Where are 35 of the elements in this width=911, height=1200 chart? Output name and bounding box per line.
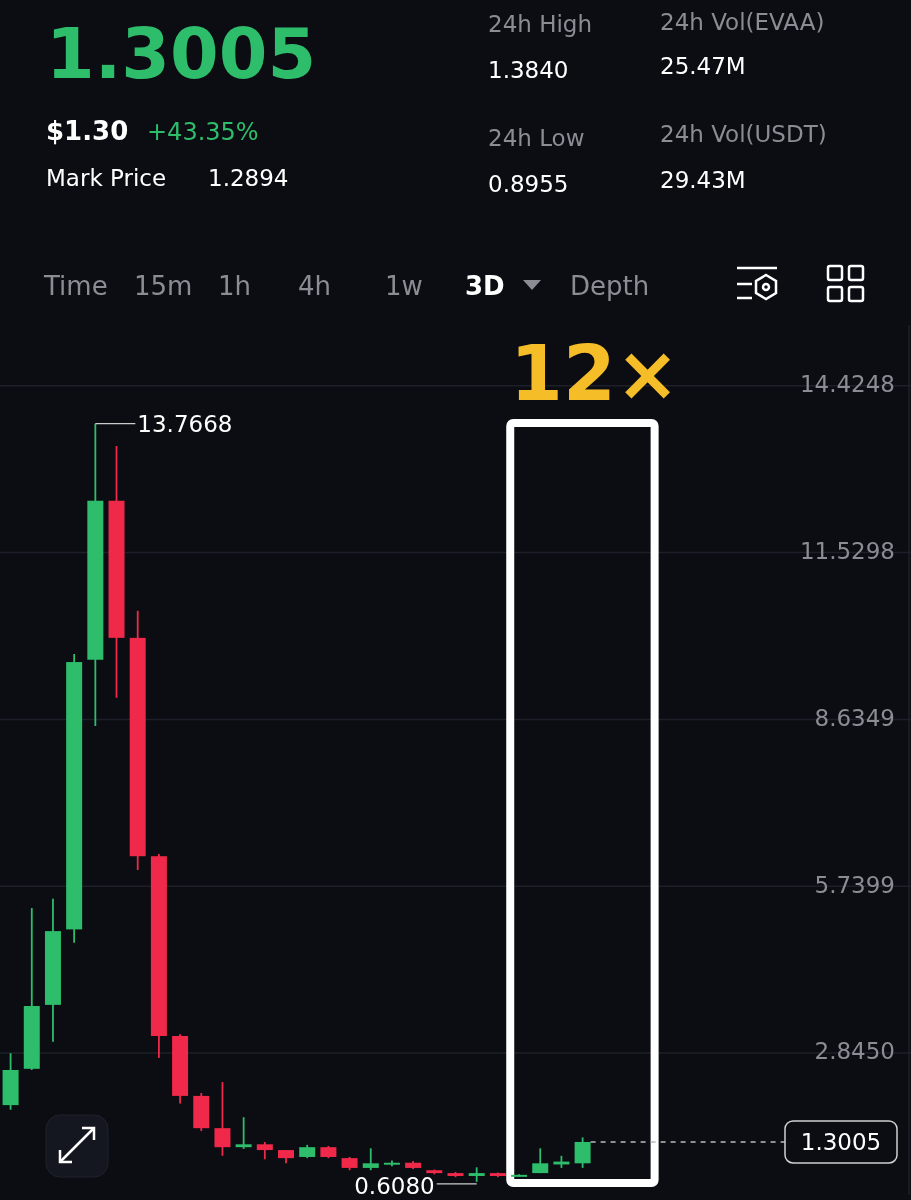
text: 15m [134, 271, 193, 301]
text: $1.30 [46, 116, 129, 146]
text: 24h Vol(EVAA) [660, 9, 825, 35]
candlestick [532, 1147, 549, 1175]
annotation: 13.7668 [137, 410, 233, 437]
candlestick [468, 1166, 485, 1183]
text: 24h Low [488, 125, 585, 151]
text: 4h [298, 271, 332, 301]
y-tick-label: 11.5298 [799, 538, 895, 565]
y-tick-label: 5.7399 [814, 871, 895, 898]
chart-title: 1.3005 [46, 13, 317, 95]
text: 24h High [488, 11, 593, 37]
text: 0.8955 [488, 171, 569, 197]
ref-line-label: 1.3005 [800, 1128, 882, 1155]
text: 25.47M [660, 53, 746, 79]
text: 1.2894 [208, 165, 289, 191]
text: 24h Vol(USDT) [660, 121, 827, 147]
candlestick [214, 1081, 231, 1157]
text: Mark Price [46, 165, 167, 191]
annotation: 12× [510, 329, 680, 418]
candlestick [235, 1116, 252, 1150]
y-tick-label: 14.4248 [799, 371, 895, 398]
text: Depth [570, 271, 650, 301]
y-tick-label: 2.8450 [814, 1038, 895, 1065]
text: 1h [218, 271, 252, 301]
candlestick [574, 1136, 591, 1169]
y-tick-label: 8.6349 [814, 704, 895, 731]
text: Time [43, 271, 108, 301]
text: 3D [465, 271, 505, 301]
candlestick [362, 1147, 379, 1172]
text: 1.3840 [488, 57, 569, 83]
text: +43.35% [147, 118, 259, 146]
annotation: 0.6080 [354, 1172, 435, 1199]
text: 1w [385, 271, 423, 301]
text: 29.43M [660, 167, 746, 193]
